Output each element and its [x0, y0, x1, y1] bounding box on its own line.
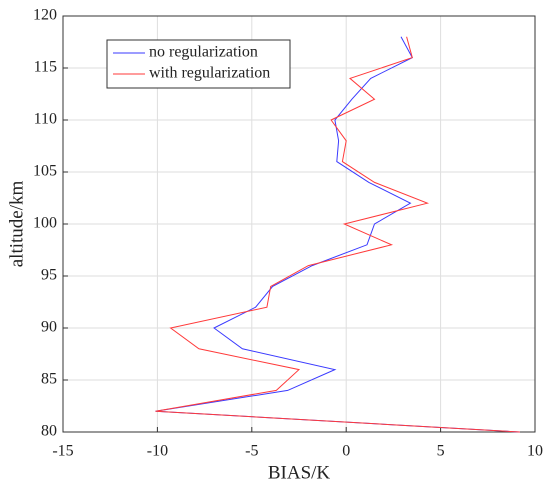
y-tick-label: 95: [41, 267, 57, 284]
legend-label: no regularization: [149, 44, 258, 61]
y-tick-label: 80: [41, 423, 57, 440]
data-line: [155, 36, 520, 433]
x-tick-label: 5: [437, 443, 445, 460]
y-tick-label: 110: [34, 111, 57, 128]
y-tick-label: 100: [33, 215, 57, 232]
y-tick-label: 90: [41, 319, 57, 336]
x-axis-label: BIAS/K: [268, 462, 331, 483]
legend-box: [106, 39, 291, 89]
x-tick-label: -5: [245, 443, 258, 460]
x-tick-label: 0: [342, 443, 350, 460]
plot-frame: [62, 15, 536, 433]
y-tick-label: 105: [33, 163, 57, 180]
data-line: [155, 36, 520, 433]
x-tick-label: -15: [52, 443, 73, 460]
y-tick-label: 120: [33, 7, 57, 24]
y-axis-label: altitude/km: [6, 181, 27, 268]
x-tick-label: 10: [527, 443, 543, 460]
legend-label: with regularization: [149, 65, 270, 82]
y-tick-label: 115: [34, 59, 57, 76]
y-tick-label: 85: [41, 371, 57, 388]
x-tick-label: -10: [147, 443, 168, 460]
